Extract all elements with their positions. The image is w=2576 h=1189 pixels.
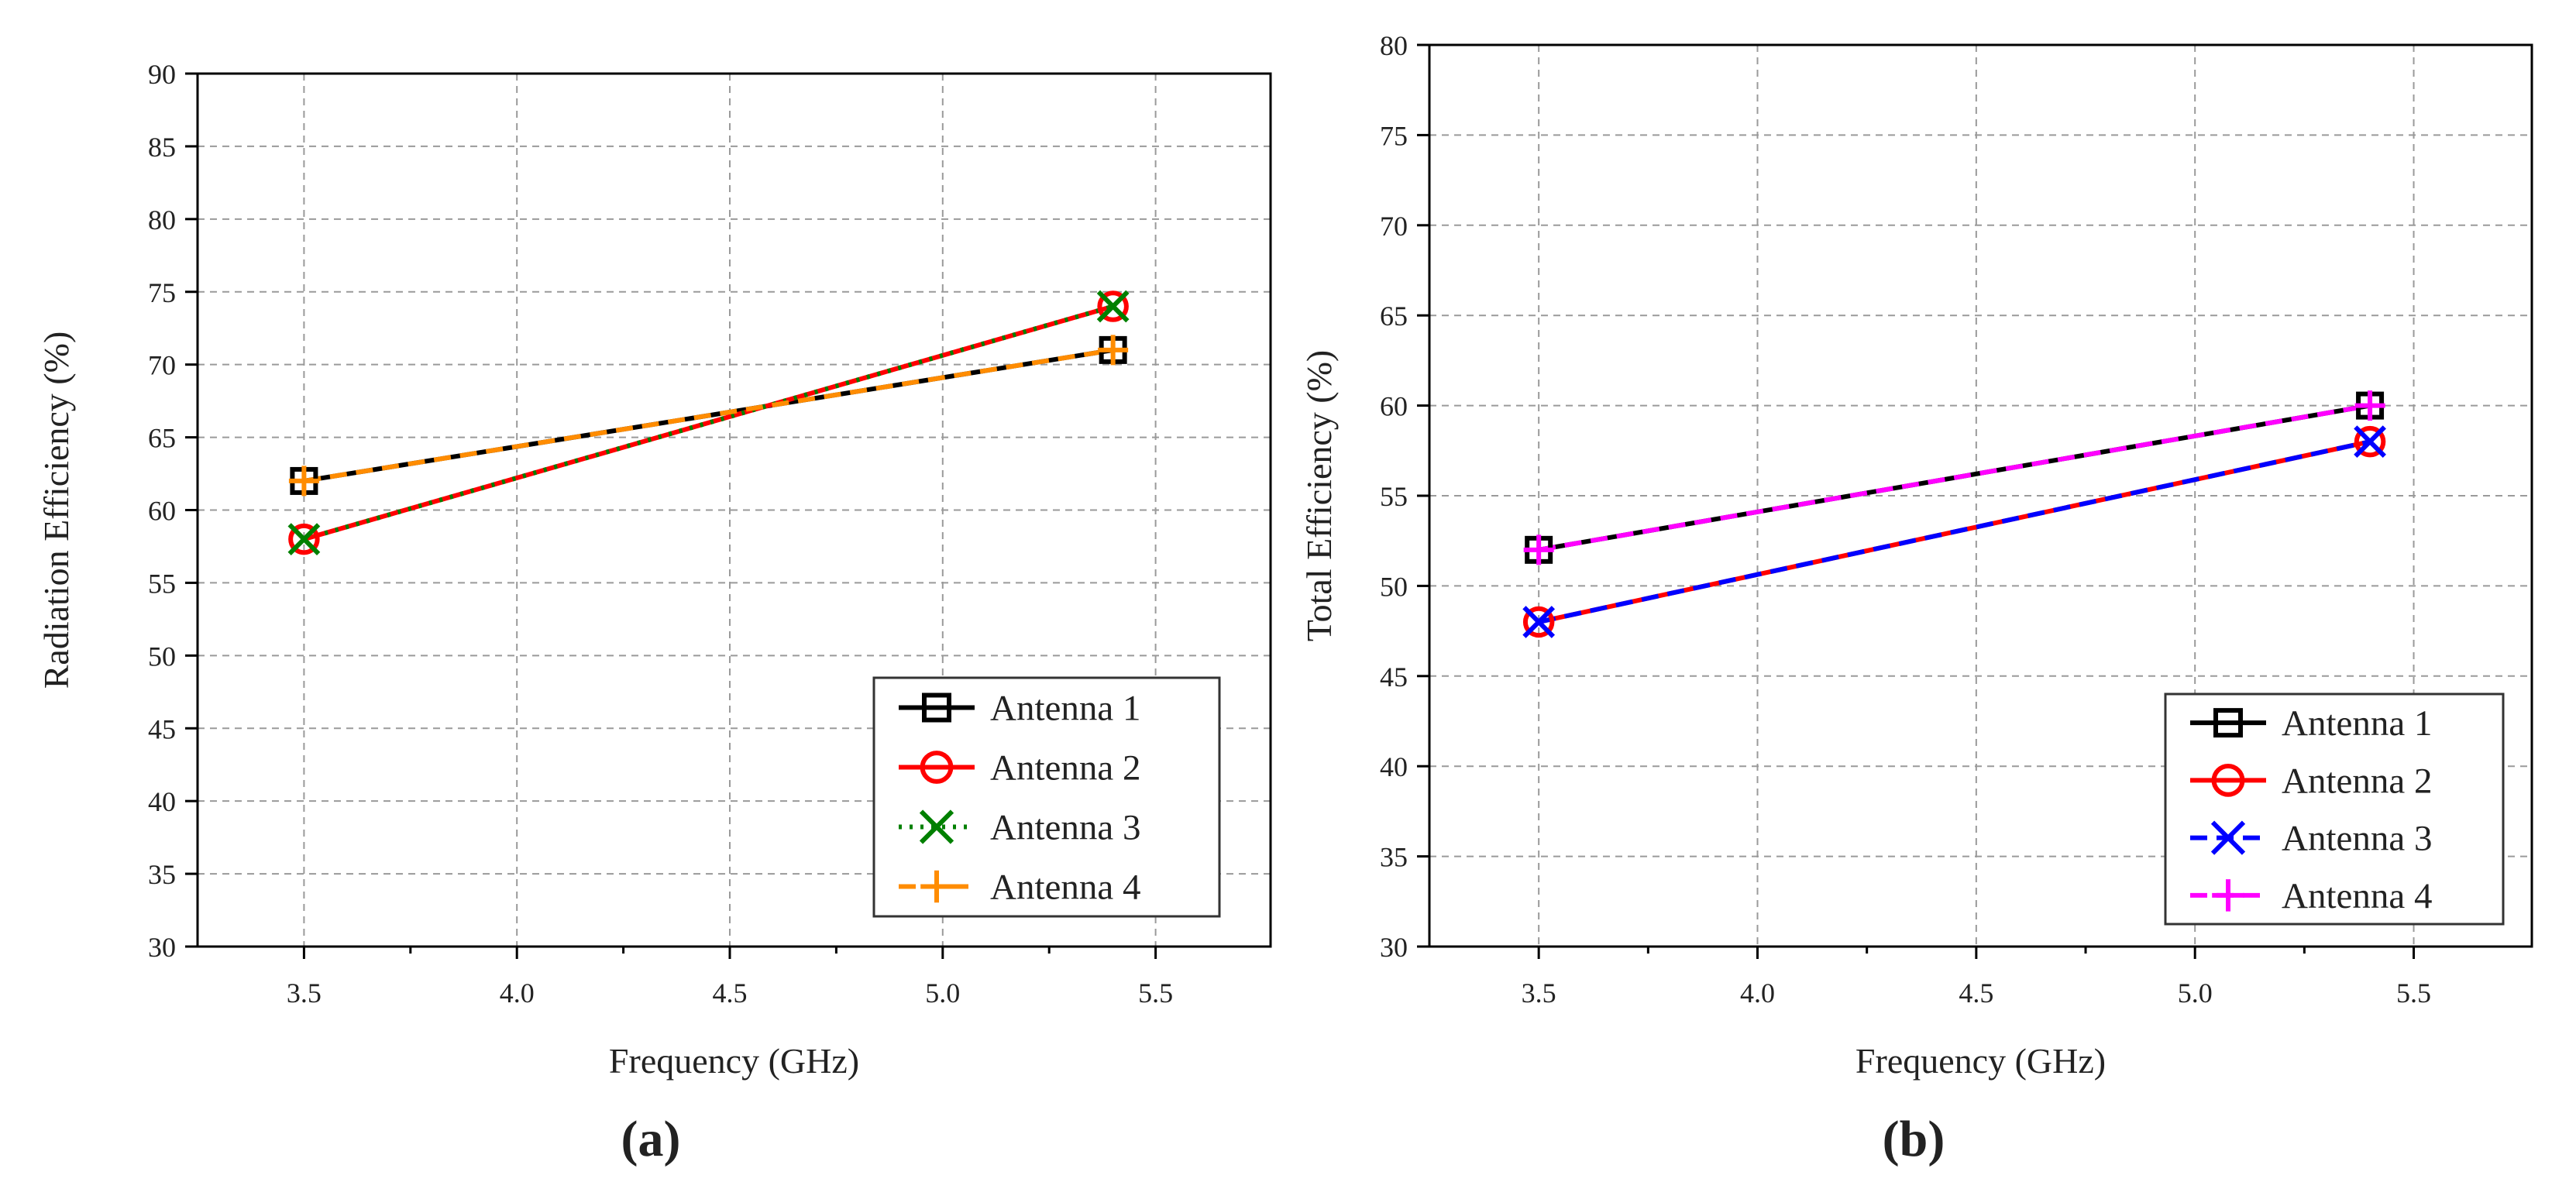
y-tick-label: 55 bbox=[148, 568, 176, 599]
legend-label-1: Antenna 1 bbox=[990, 689, 1140, 729]
legend-marker-2 bbox=[920, 751, 954, 784]
x-tick-label: 4.0 bbox=[1740, 978, 1775, 1009]
panel-label: (a) bbox=[621, 1111, 681, 1167]
data-point-series-3 bbox=[1522, 606, 1556, 638]
legend-label-3: Antenna 3 bbox=[2282, 819, 2432, 859]
y-tick-label: 70 bbox=[148, 350, 176, 381]
legend-box bbox=[2164, 692, 2505, 926]
panel-label: (b) bbox=[1883, 1111, 1945, 1167]
y-tick-label: 35 bbox=[1380, 842, 1408, 873]
series-line-4 bbox=[1538, 403, 2371, 552]
legend-marker-2 bbox=[2211, 763, 2245, 797]
y-tick-label: 65 bbox=[148, 423, 176, 454]
y-tick-label: 70 bbox=[1380, 211, 1408, 242]
data-point-series-4 bbox=[1098, 335, 1129, 366]
legend-label-2: Antenna 2 bbox=[2282, 761, 2432, 801]
y-tick-label: 40 bbox=[148, 786, 176, 817]
series-line-3 bbox=[1538, 439, 2371, 624]
y-axis-title: Total Efficiency (%) bbox=[1299, 350, 1339, 642]
series-line-2 bbox=[303, 304, 1114, 541]
y-tick-label: 60 bbox=[1380, 391, 1408, 422]
y-tick-label: 90 bbox=[148, 59, 176, 90]
y-tick-label: 80 bbox=[1380, 30, 1408, 61]
x-tick-label: 5.5 bbox=[1138, 978, 1173, 1009]
x-tick-label: 3.5 bbox=[287, 978, 322, 1009]
data-point-series-2 bbox=[1522, 606, 1555, 638]
y-tick-label: 45 bbox=[1380, 662, 1408, 692]
y-tick-label: 75 bbox=[148, 277, 176, 308]
legend-label-1: Antenna 1 bbox=[2282, 703, 2432, 744]
series-line-4 bbox=[303, 347, 1114, 483]
y-tick-label: 75 bbox=[1380, 120, 1408, 151]
y-tick-label: 55 bbox=[1380, 481, 1408, 512]
data-point-series-2 bbox=[1097, 290, 1129, 322]
data-point-series-3 bbox=[1096, 290, 1130, 323]
chart-panel-a: 3.5 4.0 4.5 5.0 5.5 30 35 40 45 50 55 60 65 70 75 80 85 9… bbox=[36, 59, 1272, 1167]
x-tick-label: 5.0 bbox=[925, 978, 960, 1009]
x-axis-title: Frequency (GHz) bbox=[1855, 1041, 2106, 1081]
legend-label-2: Antenna 2 bbox=[990, 748, 1140, 789]
y-tick-label: 45 bbox=[148, 713, 176, 744]
y-axis-title: Radiation Efficiency (%) bbox=[36, 332, 76, 689]
data-point-series-3 bbox=[287, 523, 321, 555]
data-point-series-4 bbox=[1523, 534, 1554, 565]
y-tick-label: 65 bbox=[1380, 301, 1408, 332]
data-point-series-3 bbox=[2354, 425, 2386, 459]
legend-label-4: Antenna 4 bbox=[990, 868, 1140, 908]
y-tick-label: 85 bbox=[148, 132, 176, 163]
data-point-series-2 bbox=[288, 523, 320, 555]
y-tick-label: 30 bbox=[148, 932, 176, 963]
x-tick-label: 4.5 bbox=[1959, 978, 1993, 1009]
data-point-series-4 bbox=[2354, 390, 2385, 421]
legend-marker-3 bbox=[919, 809, 954, 844]
legend-label-4: Antenna 4 bbox=[2282, 876, 2432, 916]
x-tick-label: 5.5 bbox=[2396, 978, 2431, 1009]
chart-panel-b: 3.5 4.0 4.5 5.0 5.5 30 35 40 45 50 55 60 65 70 75 80 Fre… bbox=[1299, 30, 2533, 1167]
legend-marker-1 bbox=[922, 692, 951, 723]
legend-box bbox=[872, 676, 1221, 918]
y-tick-label: 50 bbox=[1380, 571, 1408, 602]
y-tick-label: 35 bbox=[148, 859, 176, 890]
legend-label-3: Antenna 3 bbox=[990, 808, 1140, 848]
y-tick-label: 40 bbox=[1380, 751, 1408, 782]
legend-marker-3 bbox=[2210, 820, 2246, 855]
data-point-series-4 bbox=[288, 466, 319, 497]
legend-marker-1 bbox=[2213, 708, 2243, 738]
data-point-series-2 bbox=[2354, 425, 2386, 458]
x-tick-label: 3.5 bbox=[1522, 978, 1556, 1009]
legend-marker-4 bbox=[2212, 879, 2244, 912]
y-tick-label: 50 bbox=[148, 641, 176, 672]
y-tick-label: 30 bbox=[1380, 932, 1408, 963]
x-tick-label: 4.0 bbox=[500, 978, 535, 1009]
y-tick-label: 60 bbox=[148, 496, 176, 527]
y-tick-label: 80 bbox=[148, 204, 176, 235]
legend: Antenna 1 Antenna 2 Antenna 3 Antenna 4 bbox=[2164, 692, 2505, 926]
x-axis-title: Frequency (GHz) bbox=[609, 1041, 859, 1081]
x-tick-label: 4.5 bbox=[713, 978, 748, 1009]
legend: Antenna 1 Antenna 2 Antenna 3 Antenna 4 bbox=[872, 676, 1221, 918]
legend-marker-4 bbox=[920, 870, 953, 903]
x-tick-label: 5.0 bbox=[2178, 978, 2213, 1009]
